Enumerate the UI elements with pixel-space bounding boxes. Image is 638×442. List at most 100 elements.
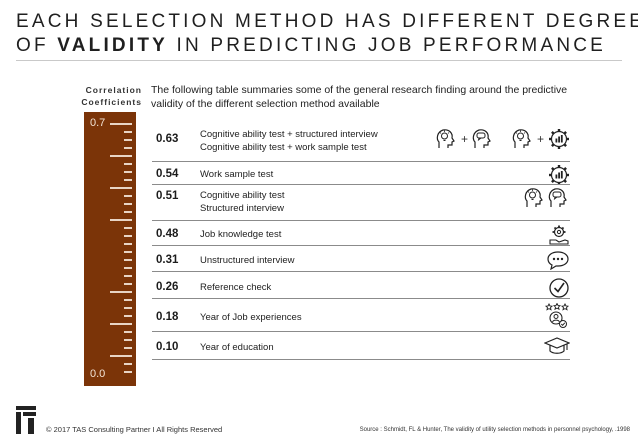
method-description: Work sample test	[200, 169, 273, 182]
chat-head-icon	[548, 187, 570, 209]
method-line-1: Reference check	[200, 282, 272, 293]
method-icons	[544, 336, 570, 356]
method-description: Year of education	[200, 342, 274, 355]
ruler-minor-tick	[124, 299, 132, 301]
ruler-minor-tick	[124, 251, 132, 253]
ruler-minor-tick	[124, 163, 132, 165]
chat-bubble-icon	[546, 250, 570, 270]
ruler-major-tick	[110, 355, 132, 357]
method-icons	[546, 250, 570, 270]
copyright-text: © 2017 TAS Consulting Partner I All Righ…	[46, 425, 223, 434]
ruler-minor-tick	[124, 147, 132, 149]
validity-value: 0.18	[156, 311, 179, 323]
title-line-1: EACH SELECTION METHOD HAS DIFFERENT DEGR…	[16, 11, 638, 32]
ruler-minor-tick	[124, 211, 132, 213]
method-line-1: Year of education	[200, 342, 274, 353]
validity-value: 0.63	[156, 133, 179, 145]
method-line-1: Job knowledge test	[200, 229, 282, 240]
ruler-minor-tick	[124, 131, 132, 133]
table-row: 0.10 Year of education	[152, 336, 570, 360]
gear-chart-icon	[548, 164, 570, 186]
ruler-minor-tick	[124, 283, 132, 285]
method-icons	[523, 187, 570, 209]
title-line-2: OF VALIDITY IN PREDICTING JOB PERFORMANC…	[16, 35, 607, 56]
ruler-minor-tick	[124, 339, 132, 341]
ruler-minor-tick	[124, 227, 132, 229]
graduation-cap-icon	[544, 336, 570, 356]
validity-value: 0.10	[156, 341, 179, 353]
row-divider	[152, 331, 570, 332]
table-row: 0.26 Reference check	[152, 277, 570, 299]
ruler-minor-tick	[124, 347, 132, 349]
ruler-minor-tick	[124, 315, 132, 317]
ruler-minor-tick	[124, 307, 132, 309]
ruler-minor-tick	[124, 363, 132, 365]
row-divider	[152, 271, 570, 272]
method-description: Reference check	[200, 282, 271, 295]
validity-value: 0.26	[156, 281, 179, 293]
validity-value: 0.54	[156, 168, 179, 180]
method-line-2: Structured interview	[200, 202, 284, 214]
page-title: EACH SELECTION METHOD HAS DIFFERENT DEGR…	[16, 10, 638, 58]
method-icons: + +	[435, 128, 570, 150]
ruler-minor-tick	[124, 179, 132, 181]
validity-value: 0.51	[156, 190, 179, 202]
method-line-1: Work sample test	[200, 169, 274, 180]
method-icons	[544, 303, 570, 329]
row-divider	[152, 220, 570, 221]
bulb-head-icon	[523, 187, 545, 209]
method-icons	[548, 224, 570, 246]
plus-sign: +	[460, 132, 468, 146]
ruler-major-tick	[110, 323, 132, 325]
validity-value: 0.48	[156, 228, 179, 240]
ruler-minor-tick	[124, 267, 132, 269]
method-line-1: Unstructured interview	[200, 255, 295, 266]
scale-label: Correlation Coefficients	[81, 85, 142, 107]
row-divider	[152, 245, 570, 246]
correlation-ruler: 0.7 0.0	[84, 112, 136, 386]
ruler-major-tick	[110, 123, 132, 125]
table-row: 0.18 Year of Job experiences	[152, 303, 570, 332]
method-line-1: Cognitive ability test	[200, 190, 285, 201]
method-line-1: Year of Job experiences	[200, 312, 302, 323]
plus-sign: +	[536, 132, 544, 146]
ruler-major-tick	[110, 187, 132, 189]
ruler-minor-tick	[124, 195, 132, 197]
method-line-2: Cognitive ability test + work sample tes…	[200, 141, 367, 153]
ruler-major-tick	[110, 219, 132, 221]
method-description: Year of Job experiences	[200, 312, 302, 325]
bulb-head-icon	[511, 128, 533, 150]
chat-head-icon	[472, 128, 494, 150]
validity-value: 0.31	[156, 254, 179, 266]
table-row: 0.48 Job knowledge test	[152, 224, 570, 246]
ruler-minor-tick	[124, 235, 132, 237]
scale-bottom-value: 0.0	[90, 368, 106, 380]
title-divider	[16, 60, 622, 61]
gear-chart-icon	[548, 128, 570, 150]
intro-text: The following table summaries some of th…	[151, 84, 568, 110]
ruler-minor-tick	[124, 371, 132, 373]
row-divider	[152, 359, 570, 360]
method-description: Job knowledge test	[200, 229, 281, 242]
ruler-minor-tick	[124, 243, 132, 245]
scale-top-value: 0.7	[90, 117, 106, 129]
ruler-minor-tick	[124, 171, 132, 173]
row-divider	[152, 161, 570, 162]
ruler-minor-tick	[124, 331, 132, 333]
gear-hand-icon	[548, 224, 570, 246]
ruler-minor-tick	[124, 139, 132, 141]
source-text: Source : Schmidt, FL & Hunter, The valid…	[359, 427, 630, 433]
ruler-minor-tick	[124, 203, 132, 205]
method-line-1: Cognitive ability test + structured inte…	[200, 129, 378, 140]
title-emphasis: VALIDITY	[57, 35, 169, 56]
ruler-minor-tick	[124, 259, 132, 261]
method-description: Cognitive ability test + structured inte…	[200, 129, 378, 154]
check-circle-icon	[548, 277, 570, 299]
method-description: Unstructured interview	[200, 255, 295, 268]
stars-person-icon	[544, 303, 570, 329]
company-logo-icon	[16, 406, 36, 434]
ruler-major-tick	[110, 291, 132, 293]
table-row: 0.51 Cognitive ability test Structured int…	[152, 187, 570, 221]
method-description: Cognitive ability test Structured intervi…	[200, 190, 284, 215]
method-icons	[548, 277, 570, 299]
